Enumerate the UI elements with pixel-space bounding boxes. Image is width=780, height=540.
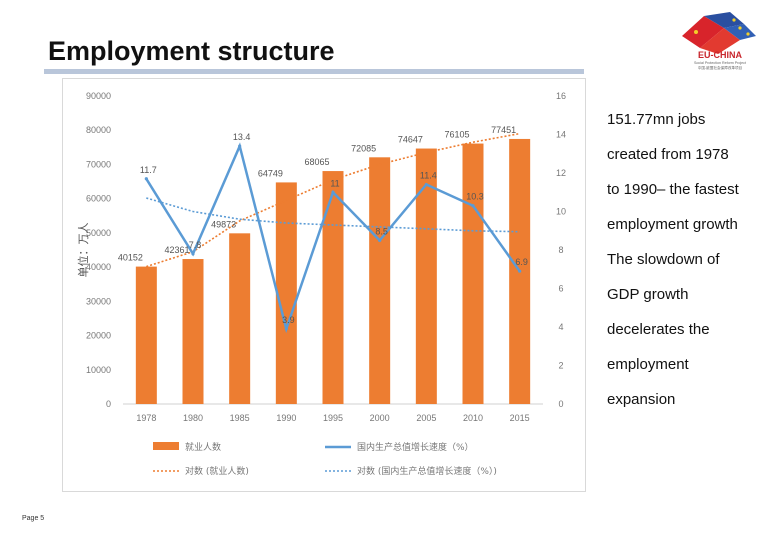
bar xyxy=(462,143,484,404)
side-text-line: employment xyxy=(607,356,689,373)
y2-tick-label: 2 xyxy=(558,361,563,371)
gdp-point xyxy=(518,269,522,273)
bar xyxy=(229,233,251,404)
eu-china-logo: EU-CHINA Social Protection Reform Projec… xyxy=(660,6,776,70)
gdp-point xyxy=(378,238,382,242)
y-tick-label: 60000 xyxy=(86,194,111,204)
bar-data-label: 64749 xyxy=(258,168,283,178)
chart-container: 0 10000 20000 30000 40000 50000 60000 70000 8000… xyxy=(62,78,586,492)
logo-subtitle-en: Social Protection Reform Project xyxy=(694,61,746,65)
x-tick-label: 1995 xyxy=(323,413,343,423)
y-tick-label: 20000 xyxy=(86,331,111,341)
gdp-data-label: 3.9 xyxy=(282,315,295,325)
y2-tick-label: 4 xyxy=(558,322,563,332)
legend-label: 国内生产总值增长速度（%） xyxy=(357,441,474,453)
bar xyxy=(415,148,437,404)
page-number: Page 5 xyxy=(22,515,45,522)
side-text-line: 151.77mn jobs xyxy=(607,111,706,128)
gdp-data-label: 11 xyxy=(330,178,339,188)
gdp-data-label: 11.4 xyxy=(420,171,437,181)
bar xyxy=(369,157,391,404)
side-text-line: to 1990– the fastest xyxy=(607,181,739,198)
gdp-data-label: 8.5 xyxy=(375,226,388,236)
y-tick-label: 10000 xyxy=(86,365,111,375)
bar xyxy=(322,171,344,404)
bar-data-label: 68065 xyxy=(304,157,329,167)
y-tick-label: 80000 xyxy=(86,125,111,135)
side-text-line: GDP growth xyxy=(607,286,689,303)
y-tick-label: 30000 xyxy=(86,296,111,306)
y2-tick-label: 0 xyxy=(558,399,563,409)
gdp-point xyxy=(424,182,428,187)
employment-trend-line xyxy=(146,132,520,268)
legend-label: 对数 (就业人数) xyxy=(185,465,249,477)
y-tick-label: 70000 xyxy=(86,159,111,169)
gdp-point xyxy=(191,252,195,256)
y2-tick-label: 8 xyxy=(558,245,563,255)
bar-data-label: 77451 xyxy=(491,125,516,135)
bar xyxy=(182,259,204,404)
employment-gdp-chart: 0100002000030000400005000060000700008000… xyxy=(76,91,566,477)
y2-tick-label: 10 xyxy=(556,207,566,217)
gdp-point xyxy=(471,204,475,208)
logo-subtitle-cn: 中国-欧盟社会保障改革项目 xyxy=(698,65,742,70)
legend-label: 就业人数 xyxy=(185,441,221,453)
x-tick-label: 1985 xyxy=(230,413,250,423)
title-underline xyxy=(44,69,584,74)
gdp-point xyxy=(238,144,242,148)
gdp-data-label: 6.9 xyxy=(515,257,528,267)
x-tick-label: 2005 xyxy=(416,413,436,423)
bar-data-label: 74647 xyxy=(398,135,423,145)
side-text-line: expansion xyxy=(607,391,676,408)
y-tick-label: 0 xyxy=(106,399,111,409)
legend-label: 对数 (国内生产总值增长速度（%）) xyxy=(357,465,497,477)
side-text-line: employment growth xyxy=(607,216,738,233)
y2-tick-label: 14 xyxy=(556,130,566,140)
gdp-data-label: 11.7 xyxy=(140,165,157,175)
x-tick-label: 1978 xyxy=(136,413,156,423)
x-tick-label: 2000 xyxy=(370,413,390,423)
logo-wordmark: EU-CHINA xyxy=(698,50,742,60)
y-tick-label: 50000 xyxy=(86,228,111,238)
gdp-data-label: 13.4 xyxy=(233,132,251,142)
side-commentary: 151.77mn jobs created from 1978 to 1990–… xyxy=(607,110,777,425)
y-axis-label: 单位：万人 xyxy=(76,223,90,278)
x-tick-label: 1980 xyxy=(183,413,203,423)
x-tick-label: 2010 xyxy=(463,413,483,423)
side-text-line: decelerates the xyxy=(607,321,710,338)
side-text-line: created from 1978 xyxy=(607,146,729,163)
y2-tick-label: 6 xyxy=(558,284,563,294)
bar-data-label: 72085 xyxy=(351,143,376,153)
bar-data-label: 49873 xyxy=(211,219,236,229)
bar-data-label: 40152 xyxy=(118,253,143,263)
gdp-point xyxy=(144,177,148,181)
y2-tick-label: 16 xyxy=(556,91,566,101)
bar xyxy=(135,266,157,404)
x-tick-label: 1990 xyxy=(276,413,296,423)
gdp-point xyxy=(331,190,335,194)
y-tick-label: 40000 xyxy=(86,262,111,272)
bar xyxy=(275,182,297,404)
logo-graphic: EU-CHINA Social Protection Reform Projec… xyxy=(682,12,756,70)
gdp-data-label: 10.3 xyxy=(466,192,484,202)
side-text-line: The slowdown of xyxy=(607,251,720,268)
legend-swatch-employment xyxy=(153,442,179,450)
gdp-point xyxy=(284,327,288,331)
y-tick-label: 90000 xyxy=(86,91,111,101)
y2-tick-label: 12 xyxy=(556,168,566,178)
slide-title: Employment structure xyxy=(48,36,335,66)
bar-data-label: 42361 xyxy=(164,245,189,255)
gdp-trend-line xyxy=(146,197,520,233)
bar-data-label: 76105 xyxy=(444,130,469,140)
x-tick-label: 2015 xyxy=(510,413,530,423)
gdp-data-label: 7.8 xyxy=(189,240,202,250)
